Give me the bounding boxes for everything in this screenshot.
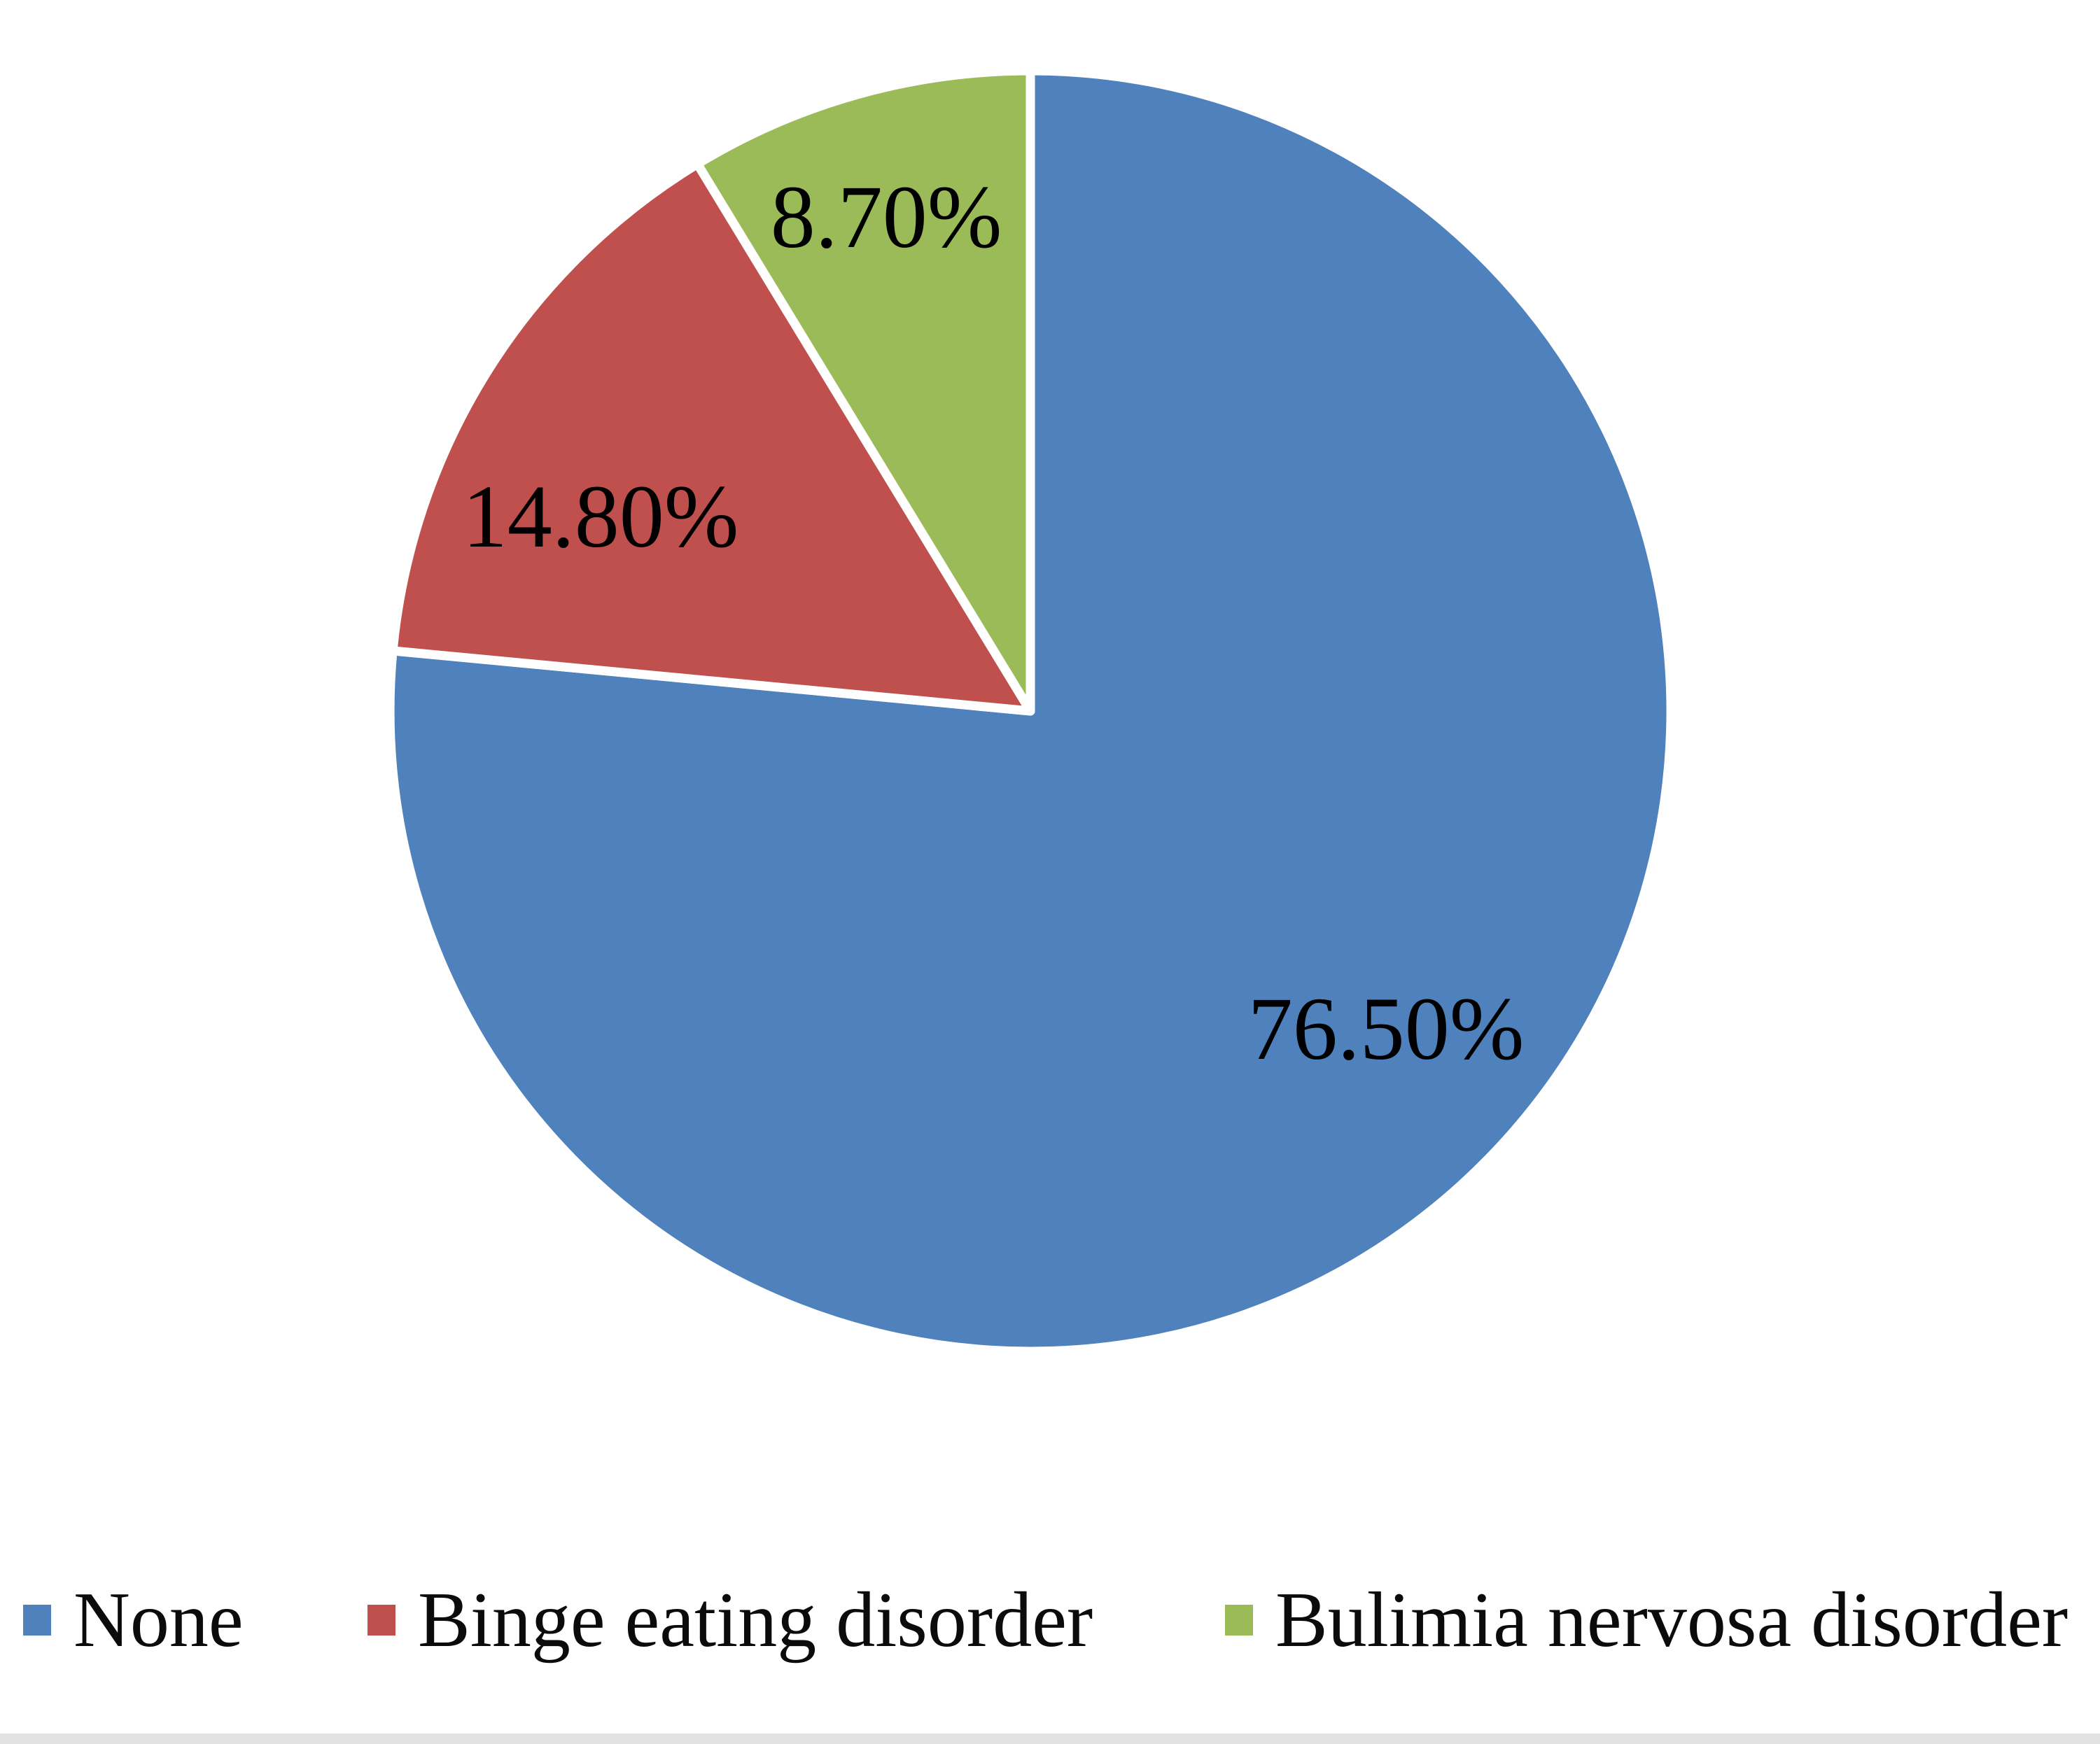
legend-marker-binge-eating-disorder [368, 1605, 396, 1636]
data-label-binge-eating-disorder: 14.80% [463, 467, 739, 566]
legend-label: None [74, 1577, 244, 1664]
pie-slice-bulimia-nervosa-disorder [692, 66, 1035, 716]
legend-label: Bulimia nervosa disorder [1275, 1577, 2068, 1664]
data-label-bulimia-nervosa-disorder: 8.70% [771, 167, 1002, 267]
legend-marker-none [23, 1605, 51, 1636]
pie-slice-binge-eating-disorder [388, 159, 1035, 716]
legend-marker-bulimia-nervosa-disorder [1225, 1605, 1253, 1636]
window-bottom-edge [0, 1734, 2100, 1744]
chart-legend: None Binge eating disorder Bulimia nervosa… [0, 1578, 2100, 1662]
legend-label: Binge eating disorder [418, 1577, 1093, 1664]
legend-item-none: None [23, 1578, 244, 1662]
pie-chart: 76.50% 14.80% 8.70% [388, 66, 1672, 1351]
legend-item-bulimia-nervosa-disorder: Bulimia nervosa disorder [1225, 1578, 2068, 1662]
legend-item-binge-eating-disorder: Binge eating disorder [368, 1578, 1093, 1662]
data-label-none: 76.50% [1248, 979, 1525, 1078]
